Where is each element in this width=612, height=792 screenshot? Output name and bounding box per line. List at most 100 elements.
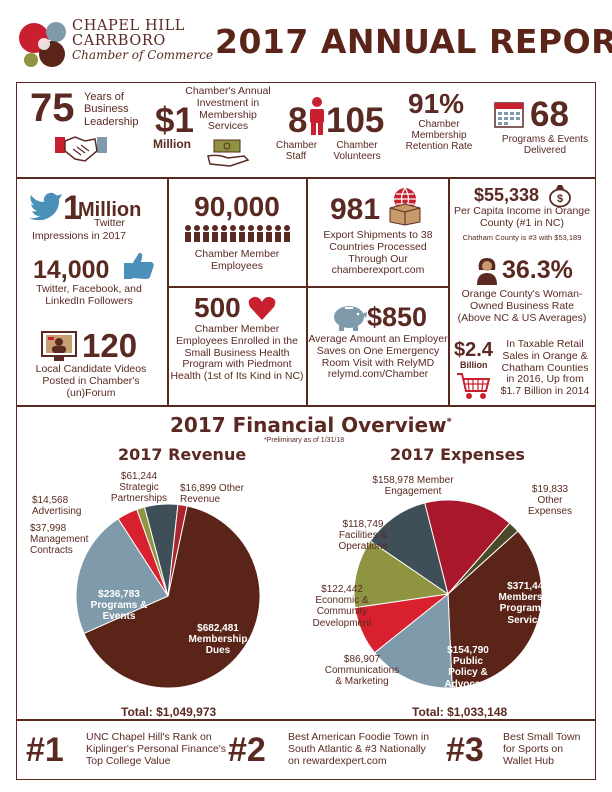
health-label: Chamber Member Employees Enrolled in the…: [170, 323, 304, 382]
revenue-slice-other-revenue: [167, 503, 188, 597]
twitter-unit: Million: [78, 199, 142, 221]
label-membership-programs: $371,449 Membership Programs & Services: [498, 581, 558, 626]
employees-value: 90,000: [194, 191, 280, 222]
heart-icon: [248, 295, 276, 321]
page-title: 2017 ANNUAL REPORT: [215, 22, 612, 61]
label-communications-marketing: $86,907 Communications & Marketing: [324, 654, 400, 688]
label-membership-dues: $682,481 Membership Dues: [188, 623, 248, 657]
hand-money-icon: [206, 138, 250, 168]
person-icon: [307, 96, 327, 136]
financial-title: 2017 Financial Overview*: [170, 413, 452, 437]
videos-label: Local Candidate Videos Posted in Chamber…: [35, 363, 147, 399]
income-label: Per Capita Income in Orange County (#1 i…: [454, 205, 590, 229]
revenue-title: 2017 Revenue: [118, 445, 247, 464]
expenses-slice-other-expenses: [447, 522, 519, 595]
videos-value: 120: [82, 327, 138, 364]
twitter-bird-icon: [28, 190, 64, 220]
label-member-engagement: $158,978 Member Engagement: [372, 475, 454, 498]
expenses-title: 2017 Expenses: [390, 445, 525, 464]
label-management-contracts: $37,998 Management Contracts: [30, 523, 89, 557]
label-economic-community: $122,442 Economic & Community Developmen…: [312, 584, 372, 629]
label-advertising: $14,568 Advertising: [32, 495, 82, 518]
savings-value: $850: [367, 302, 428, 332]
expenses-slice-public-policy-advocacy: [373, 592, 453, 689]
staff-label: Chamber Staff: [276, 140, 318, 163]
label-public-policy: $154,790 Public Policy & Advocacy: [444, 645, 492, 690]
years-value: 75: [30, 86, 75, 130]
employees-label: Chamber Member Employees: [194, 248, 280, 272]
financial-note: *Preliminary as of 1/31/18: [264, 437, 345, 444]
investment-label: Chamber's Annual Investment in Membershi…: [185, 85, 271, 133]
financial-box: [16, 406, 596, 720]
income-value: $55,338: [474, 185, 540, 205]
globe-box-icon: [384, 186, 424, 226]
rank-3-text: Best Small Town for Sports on Wallet Hub: [503, 731, 581, 767]
savings-label: Average Amount an Employer Saves on One …: [308, 333, 448, 381]
handshake-icon: [55, 127, 107, 167]
expenses-slice-economic-community-development: [353, 540, 450, 609]
volunteers-label: Chamber Volunteers: [333, 140, 381, 163]
rank-2-value: #2: [228, 731, 266, 769]
followers-label: Twitter, Facebook, and LinkedIn Follower…: [36, 283, 142, 307]
retail-value: $2.4: [454, 339, 493, 361]
svg-text:$: $: [557, 193, 563, 205]
stats-row-box: [16, 82, 596, 178]
rank-2-text: Best American Foodie Town in South Atlan…: [288, 731, 430, 767]
revenue-total: Total: $1,049,973: [121, 705, 217, 719]
investment-value: $1: [155, 101, 194, 140]
retention-value: 91%: [408, 88, 465, 119]
revenue-slice-membership-dues: [83, 505, 261, 689]
expenses-total: Total: $1,033,148: [412, 705, 508, 719]
staff-value: 8: [288, 101, 308, 140]
women-label: Orange County's Woman-Owned Business Rat…: [457, 288, 587, 324]
org-name: CHAPEL HILL CARRBORO Chamber of Commerce: [72, 18, 214, 63]
org-name-line2: CARRBORO: [72, 33, 166, 50]
money-bag-icon: $: [548, 183, 572, 207]
rankings-box: [16, 720, 596, 780]
video-screen-icon: [40, 330, 80, 364]
woman-icon: [475, 256, 499, 286]
org-name-line3: Chamber of Commerce: [72, 48, 214, 63]
shopping-cart-icon: [456, 371, 492, 401]
rank-3-value: #3: [446, 731, 484, 769]
women-value: 36.3%: [502, 256, 573, 284]
rank-1-text: UNC Chapel Hill's Rank on Kiplinger's Pe…: [86, 731, 226, 767]
retention-label: Chamber Membership Retention Rate: [405, 119, 473, 153]
label-facilities-operations: $118,749 Facilities & Operations: [338, 519, 388, 553]
org-name-line1: CHAPEL HILL: [72, 18, 186, 34]
label-other-expenses: $19,833 Other Expenses: [528, 484, 572, 518]
twitter-label: Impressions in 2017: [32, 230, 126, 242]
revenue-pie-chart: [18, 466, 298, 700]
people-row-icon: [183, 224, 293, 244]
income-note: Chatham County is #3 with $53,189: [462, 233, 582, 242]
revenue-slice-programs-events: [75, 517, 169, 635]
followers-value: 14,000: [33, 256, 110, 284]
retail-unit: Billion: [460, 360, 488, 370]
expenses-slice-member-engagement: [424, 499, 511, 596]
investment-sub: Million: [153, 137, 191, 151]
label-other-revenue: $16,899 Other Revenue: [180, 483, 244, 506]
label-programs-events: $236,783 Programs & Events: [90, 589, 148, 623]
expenses-slice-membership-programs-services: [447, 530, 543, 689]
thumbs-up-icon: [122, 249, 156, 281]
chamber-logo: [14, 16, 74, 74]
twitter-sub: Twitter: [94, 217, 125, 229]
rank-1-value: #1: [26, 731, 64, 769]
twitter-value: 1: [63, 189, 82, 227]
expenses-pie-chart: [300, 466, 594, 700]
label-strategic-partnerships: $61,244 Strategic Partnerships: [110, 471, 168, 505]
piggy-bank-icon: [330, 302, 368, 332]
years-label: Years of Business Leadership: [84, 91, 139, 128]
volunteers-value: 105: [326, 101, 385, 140]
export-label: Export Shipments to 38 Countries Process…: [323, 229, 433, 277]
financial-title-mark: *: [446, 416, 452, 428]
retail-label: In Taxable Retail Sales in Orange & Chat…: [500, 338, 590, 397]
programs-value: 68: [530, 95, 569, 134]
calendar-icon: [494, 100, 524, 128]
expenses-slice-facilities-operations: [369, 502, 449, 596]
programs-label: Programs & Events Delivered: [501, 134, 589, 157]
export-value: 981: [330, 193, 381, 226]
health-value: 500: [194, 292, 241, 323]
financial-title-text: 2017 Financial Overview: [170, 413, 447, 437]
